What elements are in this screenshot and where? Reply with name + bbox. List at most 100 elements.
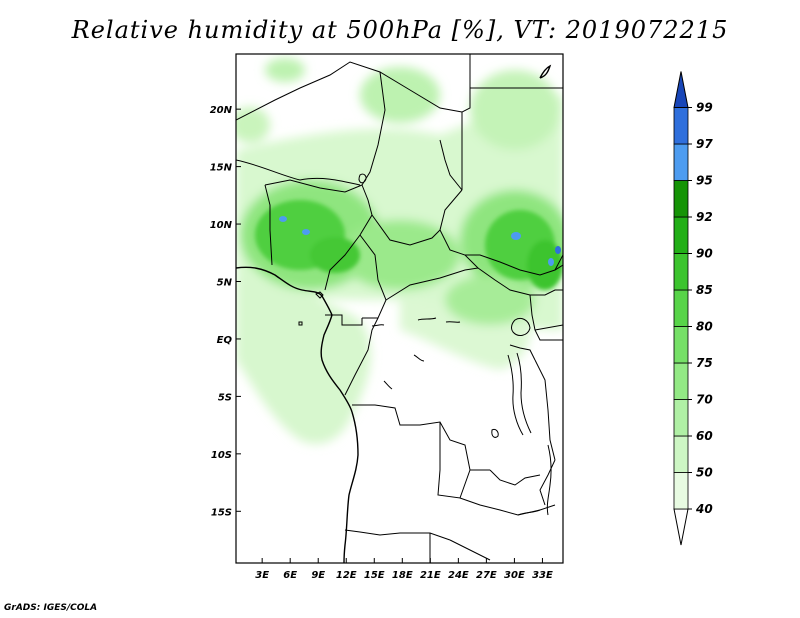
field-nigeria-core-2 (310, 237, 360, 273)
colorbar-segment (673, 107, 689, 145)
x-tick-label: 6E (283, 570, 297, 581)
y-tick-label: 10N (210, 220, 233, 231)
island-sao-tome (298, 321, 303, 326)
y-axis: 20N 15N 10N 5N EQ 5S 10S 15S (210, 105, 241, 518)
border-chad-car (371, 214, 441, 246)
x-tick-label: 24E (448, 570, 469, 581)
border-mozambique (539, 459, 556, 506)
border-chad-sudan (439, 189, 479, 269)
map-outlines (236, 54, 563, 563)
y-tick-label: 20N (210, 105, 233, 116)
border-ethiopia (534, 254, 563, 331)
y-tick-label: 10S (211, 450, 232, 461)
border-nigeria-north (264, 179, 363, 193)
colorbar-segment (673, 143, 689, 181)
field-north-patch-2 (265, 58, 305, 82)
x-tick-label: 27E (476, 570, 497, 581)
colorbar-segment (673, 435, 689, 473)
colorbar-label: 99 (696, 101, 713, 115)
x-tick-label: 15E (364, 570, 385, 581)
colorbar-label: 50 (696, 466, 713, 480)
border-mali-niger (236, 159, 361, 186)
colorbar-label: 80 (696, 320, 713, 334)
border-angola-zambia (437, 422, 490, 499)
y-tick-label: 15S (211, 507, 232, 518)
coastline-gabon-congo (320, 314, 353, 413)
colorbar-segment (673, 253, 689, 291)
colorbar-segment (673, 289, 689, 327)
x-tick-label: 3E (255, 570, 269, 581)
field-guinea-tongue (236, 280, 371, 444)
border-libya-egypt (461, 54, 471, 190)
border-congo-drc (344, 317, 379, 396)
field-max-blue-2 (302, 229, 310, 235)
y-tick-label: 5S (218, 392, 232, 403)
border-cameroon-car (359, 234, 387, 319)
x-tick-label: 9E (311, 570, 325, 581)
coast-red-sea-tip (539, 64, 552, 79)
field-north-patch-3 (470, 70, 560, 150)
colorbar-segment (673, 472, 689, 510)
coastline-west-africa (236, 266, 333, 316)
x-tick-label: 18E (392, 570, 413, 581)
field-max-blue-4 (548, 258, 554, 266)
border-tanzania (534, 359, 556, 461)
colorbar-label: 70 (696, 393, 713, 407)
border-drc-zambia (489, 469, 541, 486)
island-bioko (315, 291, 324, 299)
colorbar-label: 92 (696, 210, 713, 224)
x-tick-label: 21E (420, 570, 441, 581)
colorbar-label: 97 (696, 137, 713, 151)
border-rwanda-burundi (509, 344, 536, 361)
y-tick-label: 5N (217, 277, 233, 288)
border-niger-chad (361, 71, 386, 186)
plot-frame (235, 53, 564, 564)
colorbar-segment (673, 326, 689, 364)
lake-albert-victoria (511, 317, 531, 336)
y-tick-label: EQ (217, 335, 233, 346)
credit-label: GrADS: IGES/COLA (4, 603, 98, 613)
border-southsudan-east (530, 289, 563, 296)
x-tick-label: 30E (504, 570, 525, 581)
chart-title: Relative humidity at 500hPa [%], VT: 201… (71, 16, 729, 44)
colorbar-segment (673, 399, 689, 437)
colorbar-label: 60 (696, 429, 713, 443)
border-angola-namibia (344, 529, 451, 541)
x-axis: 3E 6E 9E 12E 15E 18E 21E 24E 27E 30E 33E (255, 558, 553, 581)
border-drc-angola-north (352, 404, 471, 471)
river-congo (371, 317, 461, 390)
lake-mweru (491, 429, 499, 438)
colorbar-label: 85 (696, 283, 713, 297)
colorbar-segment (673, 362, 689, 400)
y-tick-label: 15N (210, 163, 233, 174)
field-north-patch-1 (360, 67, 440, 123)
colorbar-segment (673, 216, 689, 254)
border-gabon-congo (325, 314, 363, 326)
border-nigeria-benin (264, 184, 273, 266)
humidity-field (236, 54, 563, 563)
field-east-lower (445, 275, 535, 325)
field-central-medium (340, 220, 460, 290)
border-algeria-niger (236, 61, 463, 121)
colorbar-segment (673, 180, 689, 218)
x-tick-label: 12E (336, 570, 357, 581)
field-max-blue-1 (279, 216, 287, 222)
colorbar-label: 75 (696, 356, 713, 370)
colorbar: 40 50 60 70 75 80 85 90 92 95 97 99 (673, 71, 713, 546)
coastline-angola (343, 411, 359, 563)
colorbar-over-triangle (673, 71, 689, 108)
field-sudan-core-2 (527, 240, 563, 290)
border-zambia-zimbabwe (459, 497, 556, 516)
colorbar-under-triangle (673, 508, 689, 546)
border-car-south (385, 267, 531, 301)
colorbar-label: 95 (696, 174, 713, 188)
lake-tanganyika (507, 352, 532, 436)
border-sudan-east (439, 139, 463, 191)
field-max-blue-3 (511, 232, 521, 240)
colorbar-label: 40 (695, 502, 713, 516)
colorbar-label: 90 (696, 247, 713, 261)
field-max-blue-5 (555, 246, 561, 254)
lake-malawi (546, 444, 552, 516)
